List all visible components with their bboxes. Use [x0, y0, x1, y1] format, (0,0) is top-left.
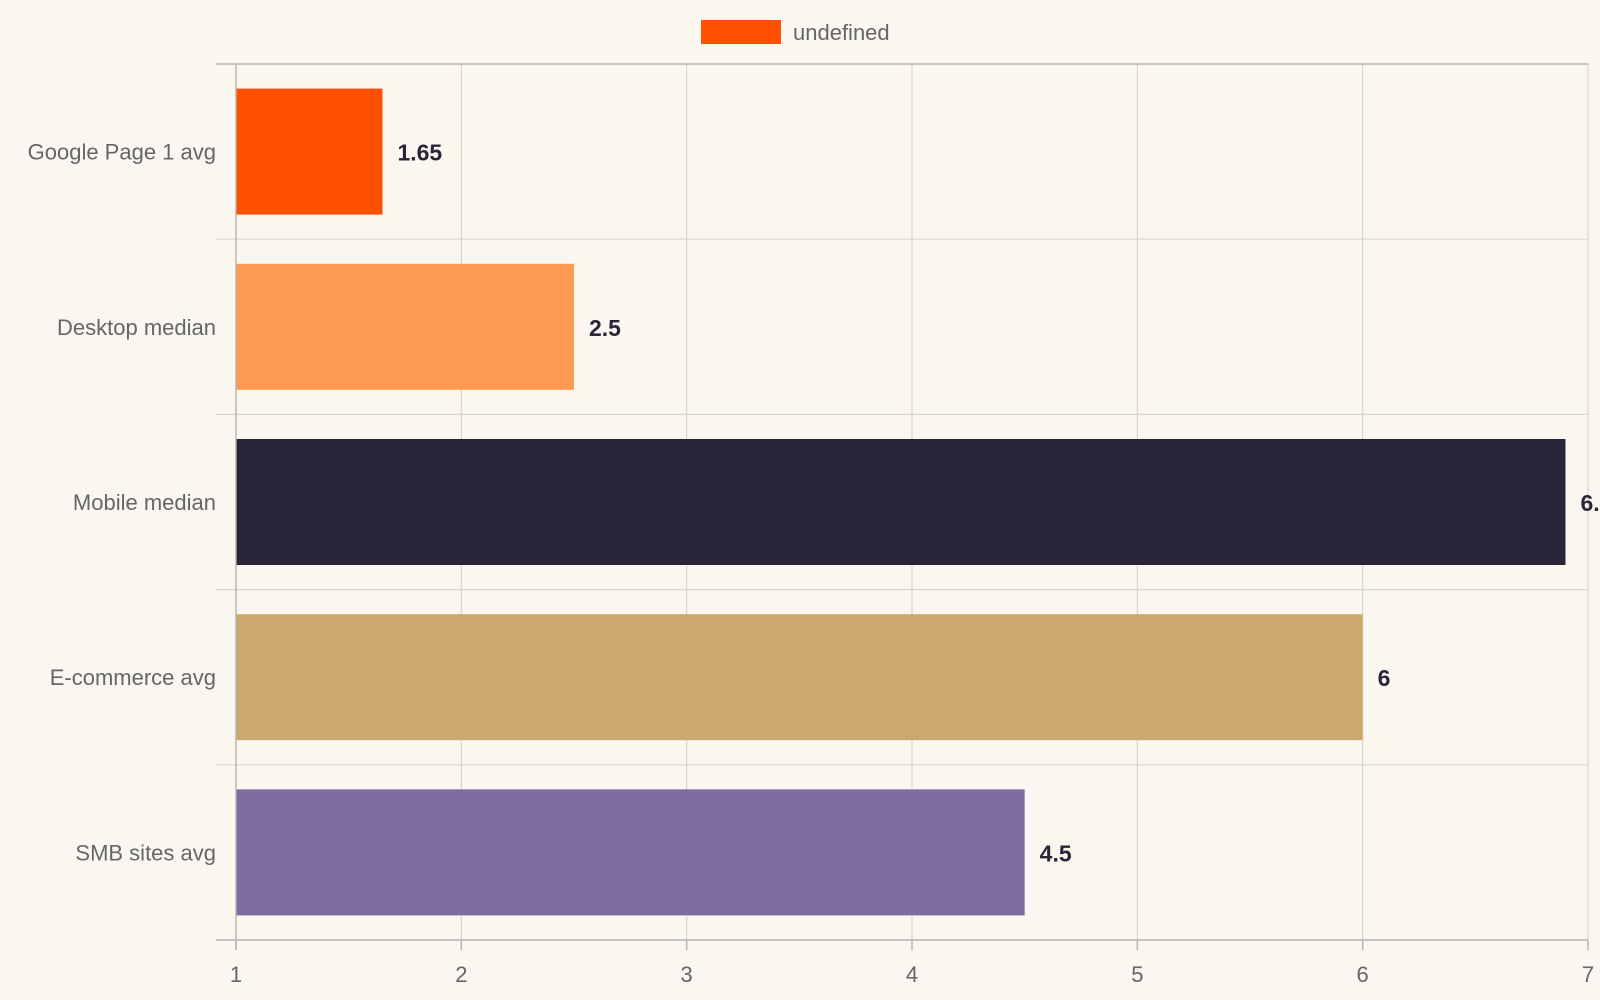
category-label: E-commerce avg	[50, 665, 216, 690]
category-label: SMB sites avg	[75, 840, 216, 865]
value-label: 2.5	[589, 315, 621, 341]
category-label: Desktop median	[57, 315, 216, 340]
value-label: 4.5	[1040, 840, 1072, 866]
x-tick-label: 6	[1357, 962, 1369, 987]
bar	[236, 789, 1025, 916]
legend: undefined	[701, 20, 890, 45]
legend-swatch	[701, 20, 781, 44]
x-tick-label: 1	[230, 962, 242, 987]
x-tick-label: 2	[455, 962, 467, 987]
x-tick-label: 4	[906, 962, 918, 987]
x-tick-label: 3	[681, 962, 693, 987]
value-label: 1.65	[397, 140, 442, 166]
labels: 1 2 3 4 5 6 7 Google Page 1 avg 1.65 Desktop medi…	[28, 140, 1600, 987]
value-label: 6.	[1580, 490, 1599, 516]
category-label: Mobile median	[73, 490, 216, 515]
legend-label: undefined	[793, 20, 890, 45]
bar	[236, 88, 383, 215]
bar	[236, 439, 1566, 565]
axes	[216, 63, 1589, 950]
bars	[236, 88, 1566, 916]
x-tick-label: 7	[1582, 962, 1594, 987]
bar	[236, 614, 1363, 741]
category-label: Google Page 1 avg	[28, 140, 216, 165]
bar	[236, 263, 574, 390]
value-label: 6	[1378, 665, 1391, 691]
x-tick-label: 5	[1131, 962, 1143, 987]
